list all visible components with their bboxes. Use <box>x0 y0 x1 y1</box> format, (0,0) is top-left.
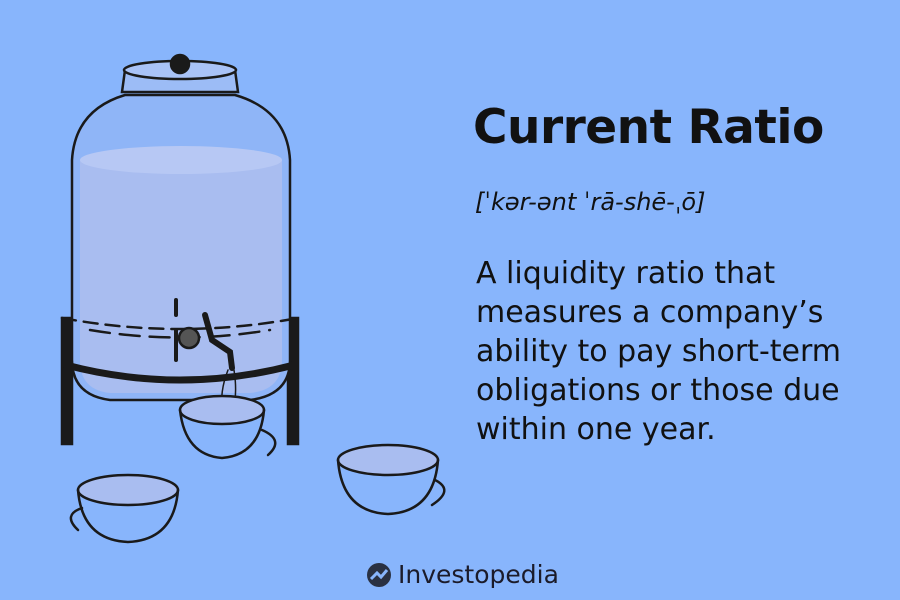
term-title: Current Ratio <box>473 100 824 155</box>
brand-name: Investopedia <box>398 560 559 589</box>
investopedia-logo-icon <box>367 562 391 587</box>
term-definition: A liquidity ratio that measures a compan… <box>476 256 842 447</box>
water-dispenser-illustration <box>60 53 446 544</box>
term-pronunciation: [ˈkər-ənt ˈrā-shē-ˌō] <box>475 188 706 216</box>
investopedia-logo: Investopedia <box>366 560 559 589</box>
